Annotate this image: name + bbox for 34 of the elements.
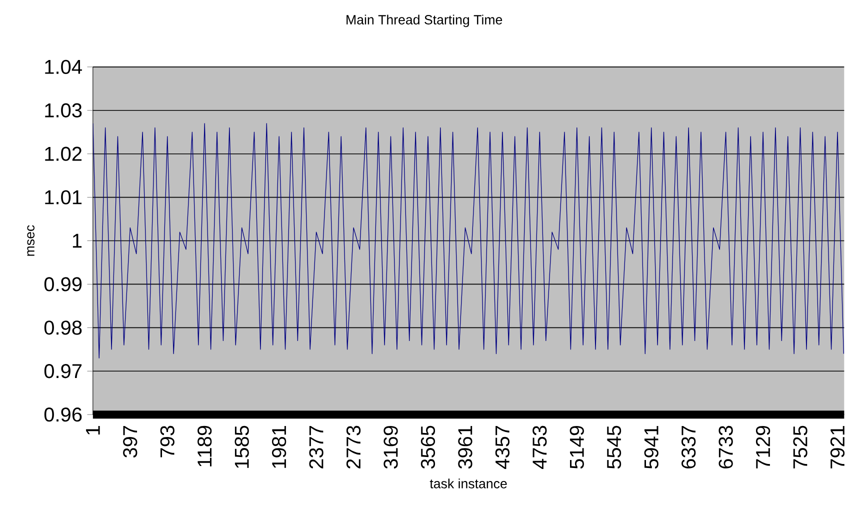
x-tick-label: 2773 [346, 426, 361, 468]
x-axis-title: task instance [430, 478, 507, 488]
chart-title: Main Thread Starting Time [346, 14, 502, 27]
x-tick-label: 4753 [532, 426, 547, 469]
y-tick-label: 0.99 [44, 276, 82, 292]
y-tick-label: 1 [72, 234, 82, 248]
x-tick-label: 3961 [458, 426, 472, 468]
y-tick-label: 1.01 [45, 190, 82, 204]
x-tick-label: 3169 [384, 426, 398, 468]
y-axis-title: msec [27, 224, 34, 256]
y-tick-label: 0.96 [44, 407, 82, 422]
x-tick-label: 397 [123, 426, 138, 458]
y-tick-label: 1.03 [45, 103, 82, 118]
x-tick-label: 5545 [607, 426, 622, 468]
x-tick-label: 1189 [198, 426, 212, 466]
x-tick-label: 5941 [644, 426, 658, 468]
x-tick-label: 2377 [309, 426, 324, 468]
y-tick-label: 1.02 [45, 146, 82, 161]
x-tick-label: 5149 [570, 426, 584, 468]
x-tick-label: 793 [160, 426, 174, 458]
x-tick-label: 4357 [495, 426, 510, 469]
y-tick-label: 1.04 [45, 60, 82, 74]
x-tick-label: 6733 [718, 426, 733, 468]
x-tick-label: 3565 [420, 426, 436, 468]
x-tick-label: 7129 [756, 426, 770, 468]
x-tick-label: 7921 [830, 426, 845, 468]
y-tick-label: 0.97 [44, 364, 82, 378]
y-tick-label: 0.98 [44, 320, 82, 334]
x-tick-label: 1981 [272, 426, 286, 468]
x-tick-label: 1 [86, 426, 100, 434]
line-series [92, 122, 844, 358]
x-tick-label: 7525 [793, 426, 808, 468]
x-tick-label: 1585 [234, 426, 249, 468]
x-tick-label: 6337 [682, 426, 696, 468]
